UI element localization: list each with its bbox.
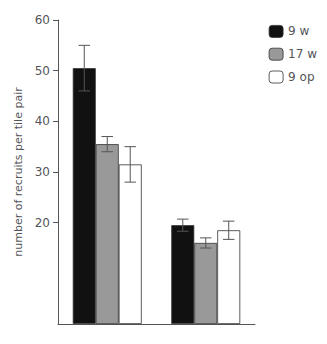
svg-text:50: 50 (35, 64, 50, 78)
svg-text:60: 60 (35, 13, 50, 27)
svg-text:20: 20 (35, 216, 50, 230)
svg-text:number of recruits per tile pa: number of recruits per tile pair (12, 87, 25, 257)
svg-text:17 w: 17 w (288, 47, 317, 61)
svg-text:30: 30 (35, 165, 50, 179)
svg-text:9 w: 9 w (288, 24, 309, 38)
svg-text:9 op: 9 op (288, 70, 314, 84)
svg-text:40: 40 (35, 114, 50, 128)
